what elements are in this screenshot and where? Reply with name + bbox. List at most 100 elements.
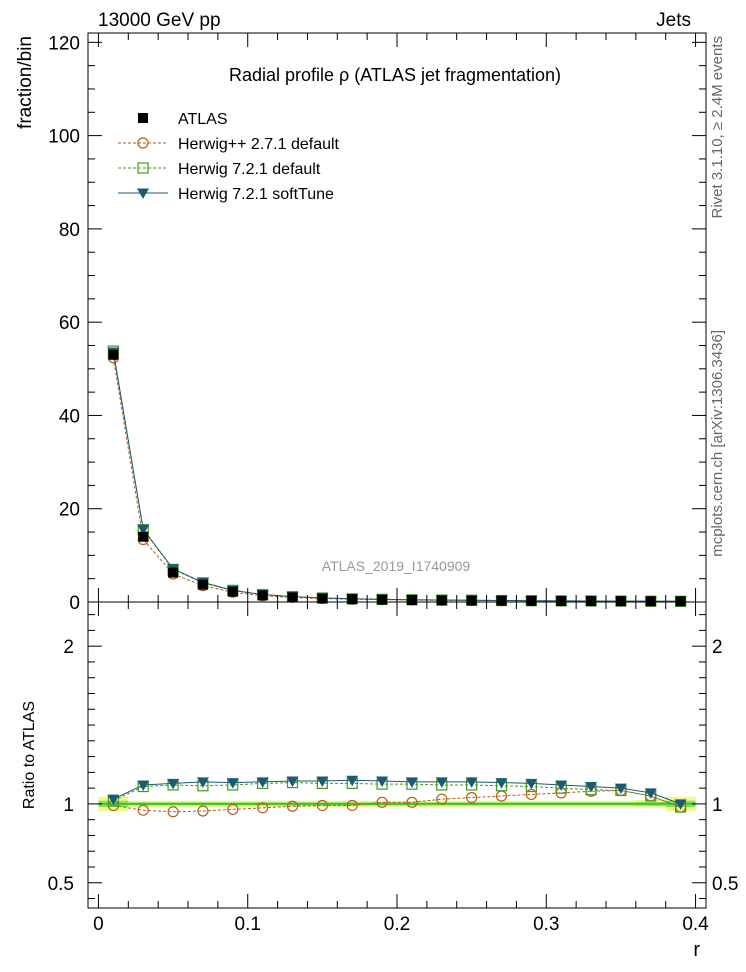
main-point <box>377 594 388 605</box>
y-tick-label: 100 <box>48 127 80 148</box>
ratio-point <box>316 776 329 788</box>
main-point <box>526 595 537 606</box>
ratio-point <box>137 780 150 791</box>
process-label: Jets <box>656 10 691 31</box>
main-series-atlas <box>108 349 686 607</box>
ratio-point <box>376 776 389 788</box>
main-point <box>108 349 119 360</box>
y-tick-label: 0 <box>69 593 80 614</box>
ratio-point <box>346 799 358 812</box>
main-point <box>197 579 208 590</box>
ratio-point <box>614 783 627 795</box>
main-point <box>227 586 238 597</box>
legend-label: ATLAS <box>178 111 228 128</box>
mcplots-label: mcplots.cern.ch [arXiv:1306.3436] <box>709 330 726 557</box>
legend-label: Herwig 7.2.1 default <box>178 161 321 178</box>
y-tick-label: 60 <box>59 313 80 334</box>
main-point <box>496 595 507 606</box>
y-tick-label: 40 <box>59 406 80 427</box>
ratio-y-tick-label-right: 1 <box>712 795 723 816</box>
ratio-point <box>376 796 388 808</box>
ratio-point <box>495 778 508 789</box>
y-tick-label: 20 <box>59 500 80 521</box>
x-tick-label: 0.4 <box>682 914 709 935</box>
ratio-point <box>286 776 299 788</box>
ratio-line-herwig-7-2-1-softtune <box>113 779 681 805</box>
main-point <box>406 595 417 606</box>
ratio-y-tick-label-right: 0.5 <box>712 874 738 895</box>
y-tick-label: 120 <box>48 33 80 54</box>
x-tick-label: 0.1 <box>235 914 261 935</box>
ratio-point <box>644 788 657 799</box>
chart-title: Radial profile ρ (ATLAS jet fragmentatio… <box>229 65 561 85</box>
ratio-point <box>257 802 269 814</box>
main-point <box>137 524 150 536</box>
x-tick-label: 0.3 <box>533 914 559 935</box>
legend-label: Herwig++ 2.7.1 default <box>178 136 340 153</box>
main-point <box>168 567 179 578</box>
ratio-point <box>525 788 537 801</box>
main-point <box>466 595 477 606</box>
ratio-point <box>436 793 448 805</box>
legend-item-atlas: ATLAS <box>138 111 228 128</box>
x-axis-label: r <box>693 939 700 961</box>
analysis-watermark: ATLAS_2019_I1740909 <box>322 558 471 574</box>
ratio-plot-frame <box>87 601 707 909</box>
ratio-point <box>197 805 209 817</box>
ratio-y-tick-label: 0.5 <box>48 874 74 895</box>
ratio-point <box>226 778 239 789</box>
legend-item-herwig-7-2-1-softtune: Herwig 7.2.1 softTune <box>118 186 334 203</box>
ratio-point <box>525 778 538 790</box>
main-point <box>138 531 149 542</box>
ratio-point <box>405 777 418 788</box>
ratio-point <box>585 782 598 793</box>
ratio-point <box>346 775 359 787</box>
ratio-point <box>196 777 209 788</box>
ratio-point <box>167 806 179 818</box>
ratio-point <box>555 780 568 791</box>
main-point <box>556 595 567 606</box>
collision-label: 13000 GeV pp <box>98 10 221 31</box>
ratio-y-axis-label: Ratio to ATLAS <box>21 701 38 809</box>
main-point <box>436 595 447 606</box>
ratio-point <box>406 796 418 808</box>
ratio-y-tick-label: 2 <box>63 637 74 658</box>
legend-marker <box>137 188 149 199</box>
ratio-series-herwig-7-2-1-softtune <box>107 775 687 810</box>
legend-label: Herwig 7.2.1 softTune <box>178 186 334 203</box>
y-axis-label: fraction/bin <box>15 36 36 129</box>
main-point <box>615 596 626 607</box>
ratio-y-tick-label: 1 <box>63 795 74 816</box>
ratio-point <box>435 777 448 788</box>
main-point <box>586 596 597 607</box>
ratio-point <box>107 794 120 806</box>
ratio-panel-series <box>107 775 687 818</box>
ratio-point <box>465 777 478 788</box>
main-point <box>645 596 656 607</box>
ratio-point <box>286 800 299 812</box>
ratio-point <box>137 804 149 816</box>
legend: ATLAS Herwig++ 2.7.1 default Herwig 7.2.1 … <box>118 111 340 203</box>
ratio-point <box>316 799 328 812</box>
main-point <box>257 590 268 601</box>
main-panel-series <box>107 345 687 608</box>
legend-item-herwig-7-2-1-default: Herwig 7.2.1 default <box>118 161 321 178</box>
y-tick-label: 80 <box>59 220 80 241</box>
x-tick-label: 0.2 <box>384 914 410 935</box>
ratio-point <box>167 778 180 790</box>
rivet-version-label: Rivet 3.1.10, ≥ 2.4M events <box>709 36 726 219</box>
x-tick-label: 0 <box>93 914 104 935</box>
ratio-point <box>256 777 269 788</box>
ratio-point <box>674 799 687 810</box>
ratio-point <box>466 791 478 804</box>
main-point <box>287 592 298 603</box>
main-point <box>675 596 686 607</box>
ratio-point <box>227 803 239 816</box>
legend-item-herwig-2-7-1-default: Herwig++ 2.7.1 default <box>118 136 340 153</box>
main-point <box>347 594 358 605</box>
legend-marker <box>137 162 149 174</box>
legend-marker <box>138 113 148 123</box>
legend-marker <box>137 137 149 149</box>
main-point <box>317 593 328 604</box>
